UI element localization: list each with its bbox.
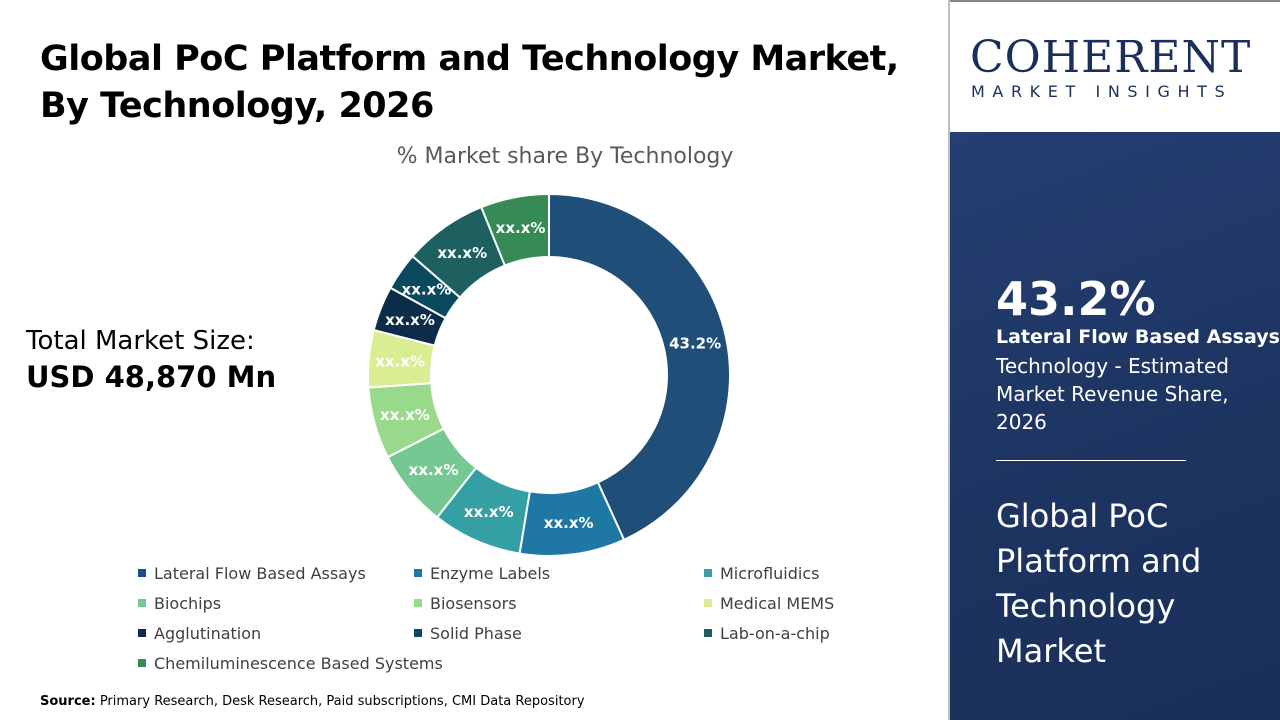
- legend-swatch: [414, 629, 422, 637]
- logo: COHERENT MARKET INSIGHTS: [950, 0, 1280, 132]
- chart-legend: Lateral Flow Based Assays Enzyme Labels Mi…: [138, 563, 898, 673]
- data-label: xx.x%: [375, 352, 425, 370]
- legend-item: Medical MEMS: [704, 593, 904, 613]
- total-market-label: Total Market Size:: [26, 326, 255, 356]
- legend-swatch: [414, 599, 422, 607]
- legend-item: Solid Phase: [414, 623, 704, 643]
- data-label: 43.2%: [669, 334, 721, 352]
- chart-area: Global PoC Platform and Technology Marke…: [26, 39, 900, 709]
- source-label: Source:: [40, 694, 96, 709]
- highlight-segment: Lateral Flow Based Assays: [996, 326, 1280, 348]
- data-label: xx.x%: [409, 461, 459, 479]
- page-title: Global PoC Platform and Technology Marke…: [40, 39, 899, 126]
- legend-label: Enzyme Labels: [430, 563, 551, 583]
- highlight-share: 43.2%: [996, 272, 1156, 326]
- data-label: xx.x%: [496, 219, 546, 237]
- legend-swatch: [138, 659, 146, 667]
- legend-item: Microfluidics: [704, 563, 904, 583]
- legend-item: Chemiluminescence Based Systems: [138, 653, 443, 673]
- highlight-panel: 43.2% Lateral Flow Based Assays Technolo…: [950, 132, 1280, 720]
- legend-label: Agglutination: [154, 623, 262, 643]
- divider: [948, 0, 950, 720]
- source-text: Primary Research, Desk Research, Paid su…: [95, 694, 585, 709]
- legend-label: Lab-on-a-chip: [720, 623, 830, 643]
- market-name: Global PoC Platform and Technology Marke…: [996, 497, 1202, 670]
- data-label: xx.x%: [544, 514, 594, 532]
- legend-label: Microfluidics: [720, 563, 820, 583]
- data-label: xx.x%: [385, 311, 435, 329]
- legend-swatch: [414, 569, 422, 577]
- legend-label: Chemiluminescence Based Systems: [154, 653, 443, 673]
- legend-swatch: [704, 599, 712, 607]
- data-label: xx.x%: [464, 503, 514, 521]
- legend-swatch: [138, 599, 146, 607]
- legend-item: Enzyme Labels: [414, 563, 704, 583]
- total-market-size: Total Market Size: USD 48,870 Mn: [26, 326, 276, 394]
- legend-item: Lab-on-a-chip: [704, 623, 904, 643]
- legend-swatch: [704, 569, 712, 577]
- logo-brand: COHERENT: [970, 32, 1252, 83]
- donut-chart: 43.2% xx.x% xx.x% xx.x% xx.x% xx.x% xx.x% xx.x%…: [367, 192, 731, 557]
- legend-label: Medical MEMS: [720, 593, 835, 613]
- donut-slice-chemiluminescence-based-systems: [480, 192, 550, 267]
- panel-divider: [996, 460, 1186, 461]
- legend-item: Biosensors: [414, 593, 704, 613]
- legend-item: Biochips: [138, 593, 414, 613]
- data-label: xx.x%: [402, 280, 452, 298]
- legend-item: Lateral Flow Based Assays: [138, 563, 414, 583]
- highlight-description: Technology - Estimated Market Revenue Sh…: [996, 354, 1229, 434]
- logo-subtitle: MARKET INSIGHTS: [971, 82, 1233, 101]
- legend-label: Biochips: [154, 593, 222, 613]
- data-label: xx.x%: [380, 406, 430, 424]
- data-label: xx.x%: [437, 244, 487, 262]
- legend-swatch: [138, 569, 146, 577]
- legend-label: Biosensors: [430, 593, 517, 613]
- legend-label: Solid Phase: [430, 623, 522, 643]
- legend-label: Lateral Flow Based Assays: [154, 563, 366, 583]
- chart-title: % Market share By Technology: [396, 144, 734, 169]
- legend-swatch: [704, 629, 712, 637]
- total-market-value: USD 48,870 Mn: [26, 360, 277, 394]
- legend-swatch: [138, 629, 146, 637]
- legend-item: Agglutination: [138, 623, 414, 643]
- source-note: Source: Primary Research, Desk Research,…: [40, 694, 585, 709]
- donut-slice-lateral-flow-based-assays: [548, 192, 731, 542]
